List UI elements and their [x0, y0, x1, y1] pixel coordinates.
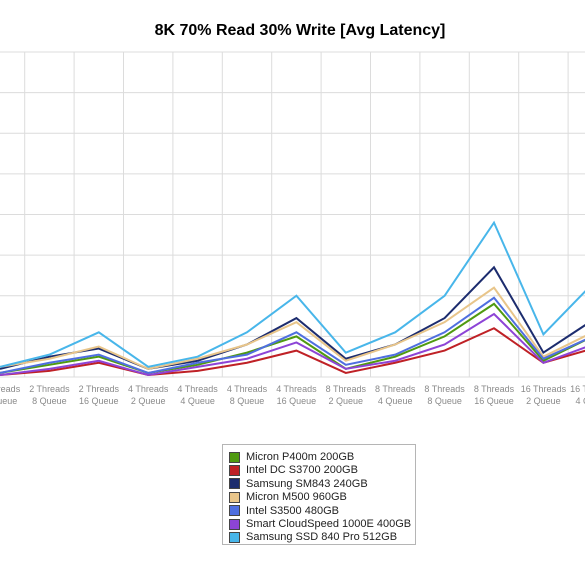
legend-item: Intel DC S3700 200GB: [229, 463, 358, 477]
x-tick-label: 8 Threads: [424, 384, 465, 394]
x-tick-label: 4 Queue: [576, 396, 585, 406]
legend-label: Smart CloudSpeed 1000E 400GB: [246, 518, 412, 530]
legend-swatch: [229, 451, 240, 463]
x-tick-label: 2 Threads: [29, 384, 70, 394]
grid: [0, 51, 585, 378]
x-tick-label: 8 Threads: [326, 384, 367, 394]
x-tick-label: 4 Queue: [180, 396, 215, 406]
x-tick-label: 4 Threads: [177, 384, 218, 394]
legend-swatch: [229, 518, 240, 530]
x-tick-label: 8 Threads: [375, 384, 416, 394]
series-line-2: [0, 265, 585, 370]
x-tick-label: 4 Threads: [227, 384, 268, 394]
legend-swatch: [229, 491, 240, 503]
legend-item: Intel S3500 480GB: [229, 504, 339, 518]
x-tick-label: 4 Queue: [378, 396, 413, 406]
x-tick-label: 2 Queue: [526, 396, 561, 406]
x-tick-label: 16 Queue: [474, 396, 514, 406]
legend-label: Samsung SM843 240GB: [246, 477, 368, 490]
x-tick-label: 8 Queue: [230, 396, 265, 406]
x-tick-label: 2 Threads: [0, 384, 21, 394]
x-tick-label: 16 Threads: [521, 384, 567, 394]
legend-label: Intel S3500 480GB: [246, 504, 339, 517]
legend-swatch: [229, 478, 240, 490]
x-tick-label: 2 Queue: [329, 396, 364, 406]
legend-label: Micron P400m 200GB: [246, 451, 355, 463]
series-line-1: [0, 327, 585, 376]
x-tick-label: 8 Queue: [427, 396, 462, 406]
legend-item: Micron M500 960GB: [229, 490, 347, 504]
series-line-6: [0, 220, 585, 368]
x-tick-label: 16 Queue: [277, 396, 317, 406]
x-tick-label: 2 Queue: [131, 396, 166, 406]
series-line-0: [0, 302, 585, 374]
legend: Micron P400m 200GB Intel DC S3700 200GB Sa…: [222, 444, 416, 545]
legend-item: Smart CloudSpeed 1000E 400GB: [229, 517, 411, 531]
series-line-5: [0, 312, 585, 376]
x-tick-label: 8 Queue: [32, 396, 67, 406]
legend-swatch: [229, 505, 240, 517]
x-tick-label: 4 Threads: [276, 384, 317, 394]
x-tick-label: 4 Threads: [128, 384, 169, 394]
legend-item: Samsung SSD 840 Pro 512GB: [229, 530, 397, 544]
series-line-4: [0, 296, 585, 374]
legend-swatch: [229, 464, 240, 476]
x-tick-label: 16 Queue: [79, 396, 119, 406]
x-tick-label: 2 Threads: [79, 384, 120, 394]
chart-title: 8K 70% Read 30% Write [Avg Latency]: [155, 22, 446, 39]
legend-label: Samsung SSD 840 Pro 512GB: [246, 531, 398, 544]
legend-label: Intel DC S3700 200GB: [246, 464, 358, 477]
legend-label: Micron M500 960GB: [246, 491, 347, 504]
x-tick-label: 16 Threads: [570, 384, 585, 394]
x-axis-ticks: 2 Threads 2 Queue 2 Threads 8 Queue 2 Thread…: [0, 384, 585, 406]
series-line-3: [0, 286, 585, 370]
legend-item: Micron P400m 200GB: [229, 450, 354, 464]
series-lines: [0, 220, 585, 376]
legend-swatch: [229, 531, 240, 543]
x-tick-label: 8 Threads: [474, 384, 515, 394]
legend-item: Samsung SM843 240GB: [229, 477, 368, 491]
x-tick-label: 2 Queue: [0, 396, 17, 406]
